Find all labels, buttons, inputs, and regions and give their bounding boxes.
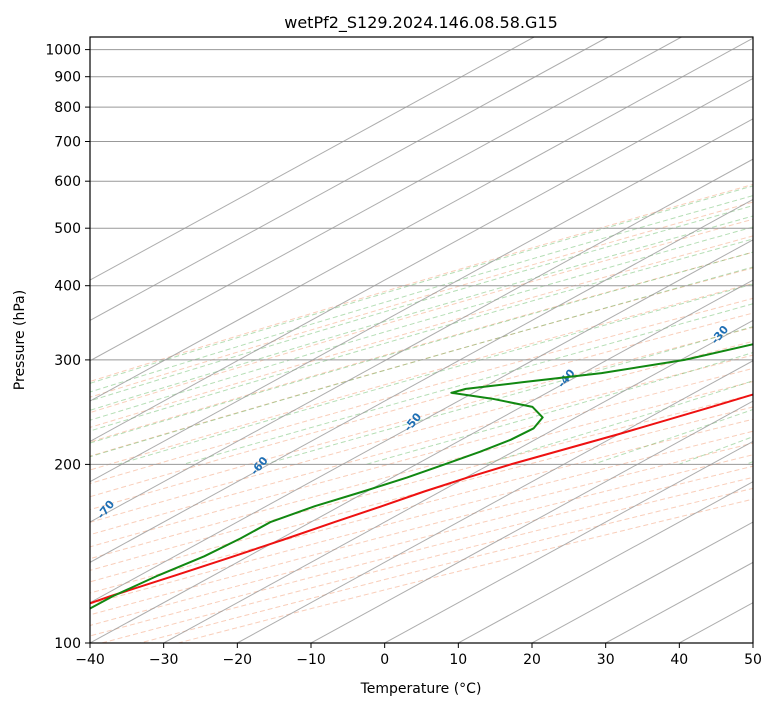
plot-frame	[89, 36, 754, 644]
moist-adiabat	[182, 303, 753, 465]
x-tick-label: −40	[75, 652, 105, 668]
isotherm	[90, 198, 753, 563]
moist-adiabat	[90, 226, 753, 421]
x-tick-label: −10	[296, 652, 326, 668]
isotherm	[90, 37, 753, 402]
isotherm	[90, 37, 609, 322]
isotherm	[163, 319, 753, 643]
y-tick-label: 1000	[45, 43, 81, 59]
isotherm	[90, 158, 753, 523]
x-axis-title: Temperature (°C)	[360, 681, 482, 697]
isotherm	[384, 440, 753, 643]
isotherm	[90, 118, 753, 483]
isotherm	[90, 239, 753, 604]
isotherm	[531, 521, 753, 643]
isotherm	[90, 37, 535, 281]
y-tick-label: 600	[54, 174, 81, 190]
dewpoint-line	[90, 343, 753, 610]
y-tick-label: 300	[54, 353, 81, 369]
moist-adiabat	[90, 185, 753, 384]
y-tick-label: 200	[54, 457, 81, 473]
y-tick-label: 400	[54, 279, 81, 295]
y-tick-label: 700	[54, 135, 81, 151]
temperature-line	[90, 393, 753, 605]
y-tick-label: 800	[54, 100, 81, 116]
y-tick-label: 900	[54, 70, 81, 86]
sounding-profiles	[90, 343, 753, 610]
x-axis: −40 −30 −20 −10 0 10 20 30 40 50	[75, 643, 762, 668]
x-tick-label: 50	[744, 652, 762, 668]
y-axis-title: Pressure (hPa)	[12, 290, 28, 390]
x-tick-label: 10	[449, 652, 467, 668]
x-tick-label: −30	[149, 652, 179, 668]
isotherm	[310, 400, 753, 643]
isotherm	[90, 77, 753, 442]
isotherm	[90, 37, 682, 362]
chart-title: wetPf2_S129.2024.146.08.58.G15	[284, 13, 558, 33]
x-tick-label: −20	[223, 652, 253, 668]
x-tick-label: 40	[670, 652, 688, 668]
moist-adiabat	[90, 195, 753, 393]
y-tick-label: 500	[54, 221, 81, 237]
x-tick-label: 0	[380, 652, 389, 668]
y-tick-label: 100	[54, 636, 81, 652]
isotherm	[237, 360, 753, 643]
isotherm	[458, 481, 753, 643]
moist-adiabat	[90, 215, 753, 411]
x-tick-label: 30	[597, 652, 615, 668]
y-axis: 100 200 300 400 500 600 700 800 900 1000	[45, 43, 90, 652]
x-tick-label: 20	[523, 652, 541, 668]
